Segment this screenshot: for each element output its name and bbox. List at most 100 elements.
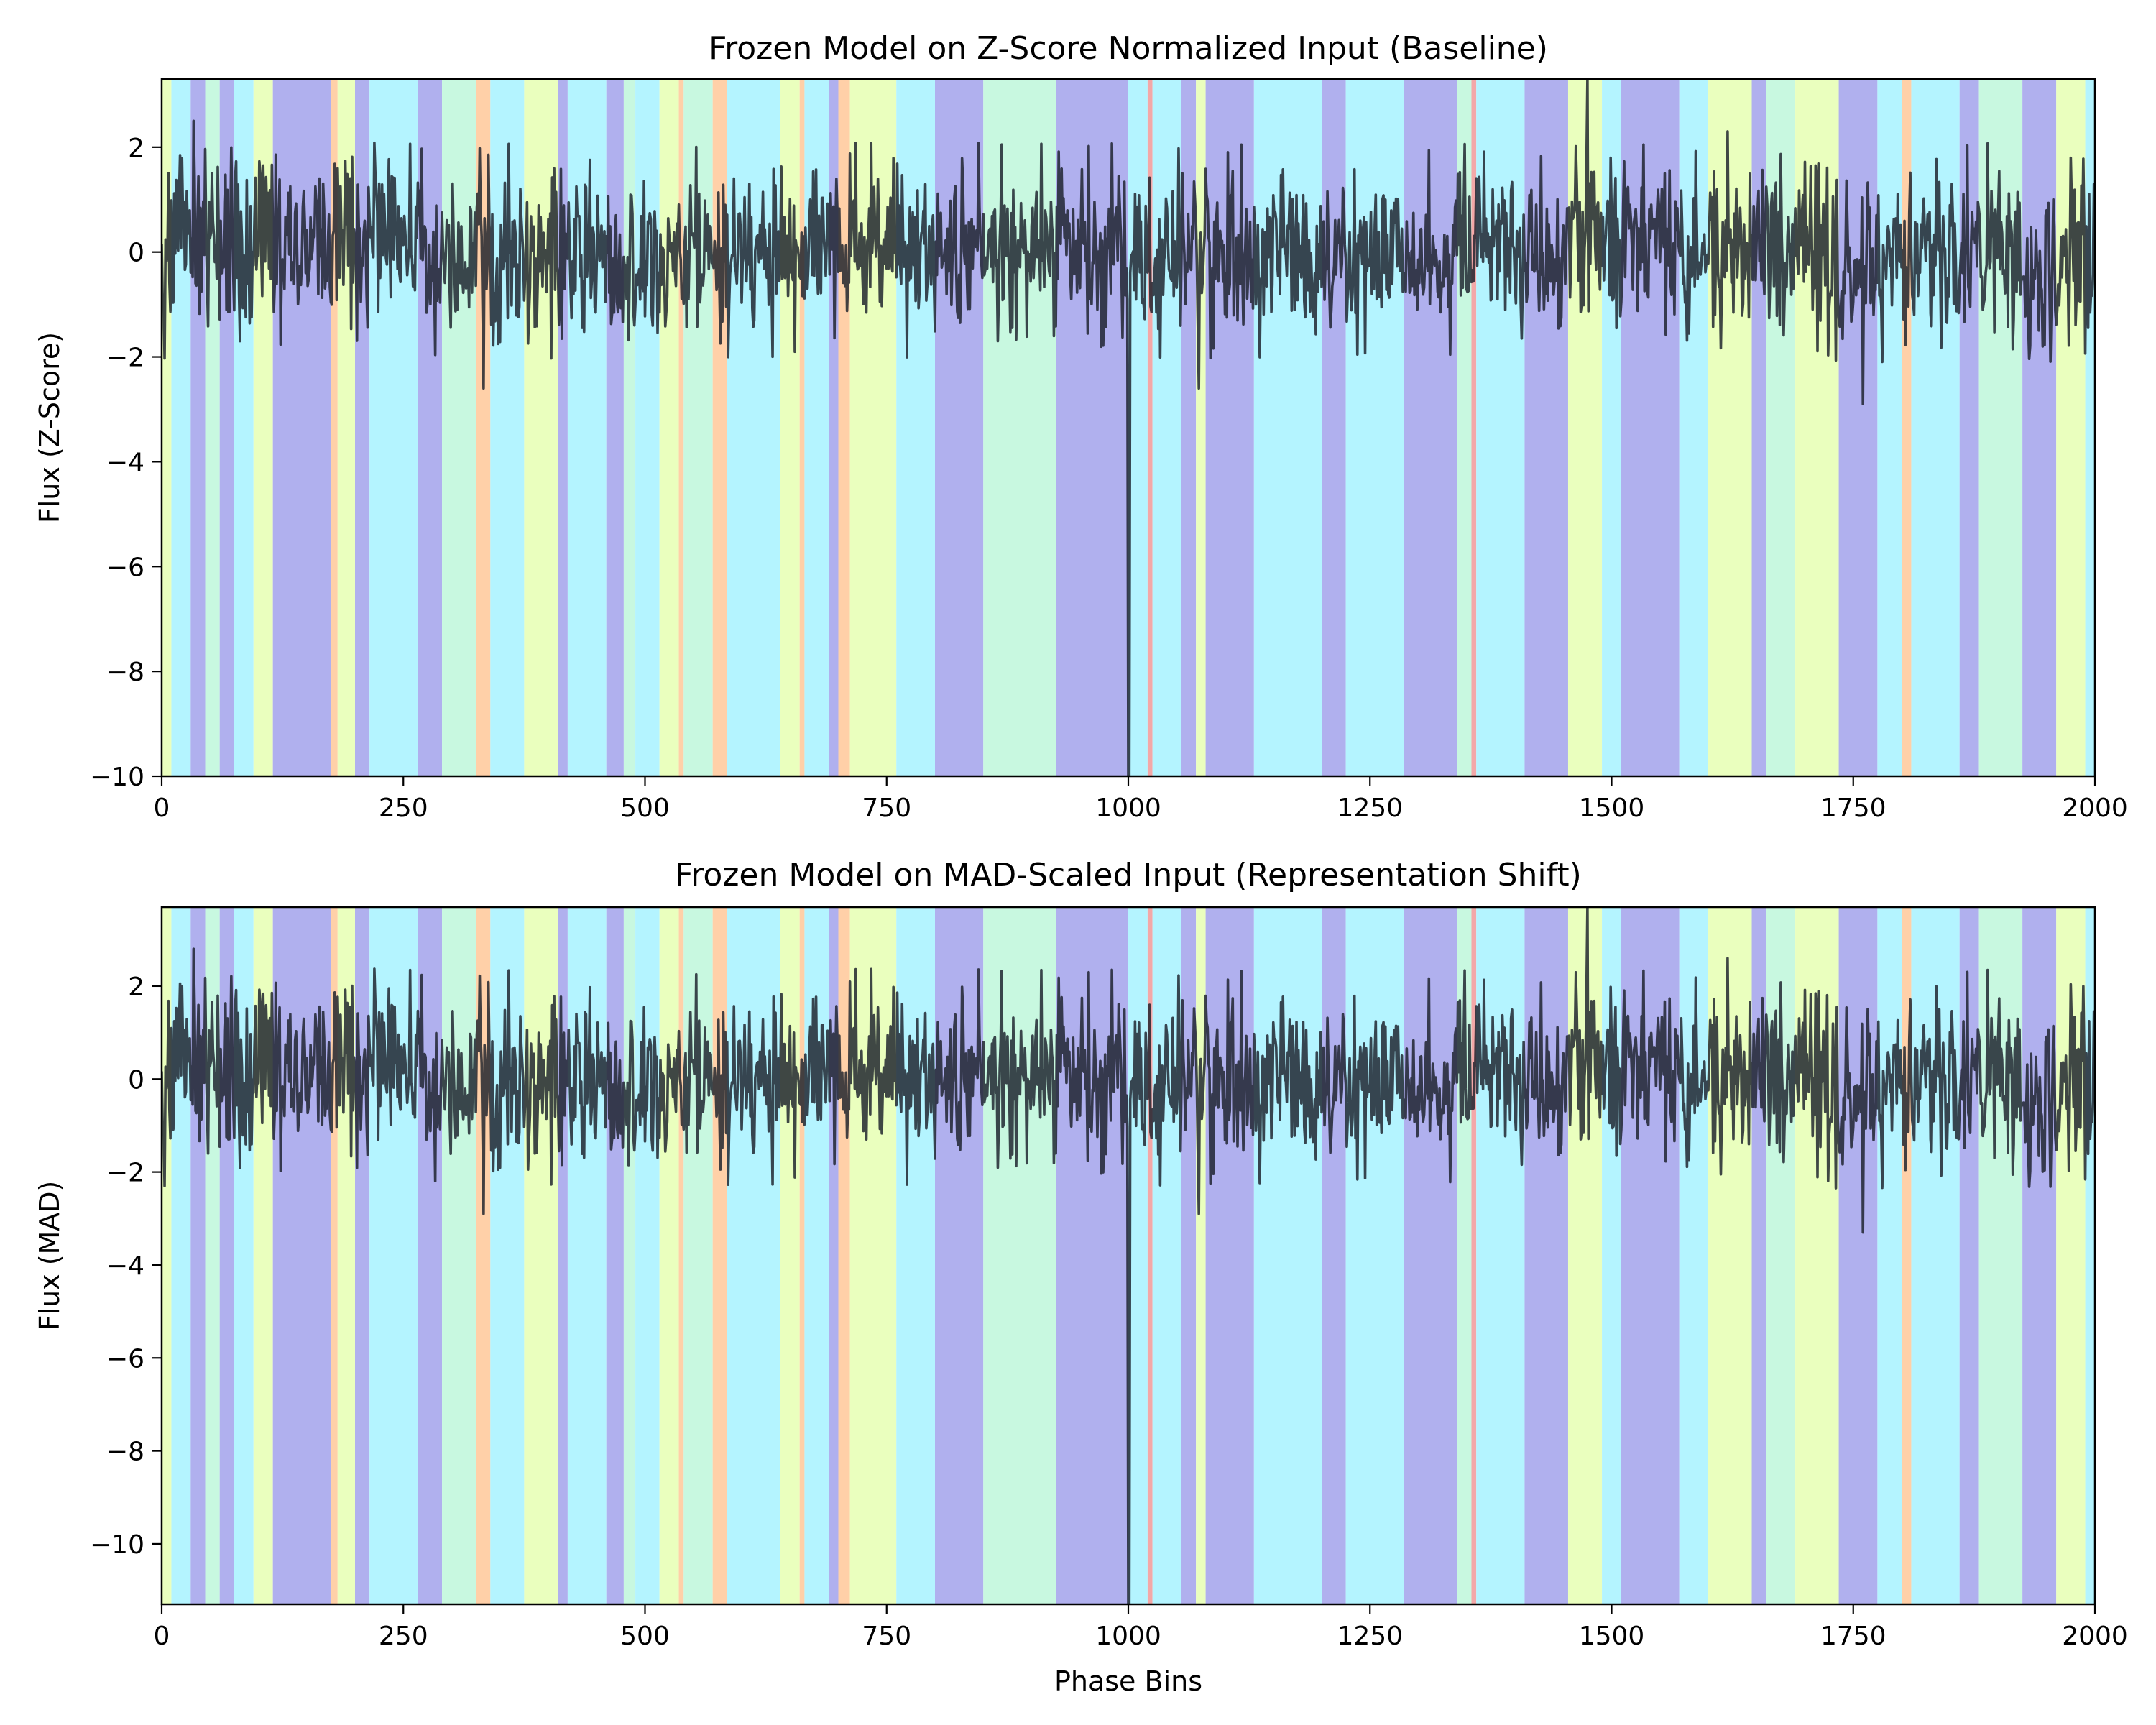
- background-band: [558, 907, 568, 1604]
- background-band: [635, 907, 660, 1604]
- background-band: [442, 907, 476, 1604]
- flux-series: [162, 907, 2095, 1604]
- background-band: [1147, 907, 1153, 1604]
- background-band: [355, 79, 370, 776]
- y-tick-label: 2: [128, 134, 144, 163]
- background-band: [1877, 907, 1902, 1604]
- y-tick-label: 0: [128, 239, 144, 268]
- y-tick-label: −8: [106, 1438, 144, 1467]
- background-band: [2022, 907, 2057, 1604]
- subplot-mad: Frozen Model on MAD-Scaled Input (Repres…: [34, 857, 2128, 1697]
- background-band: [838, 907, 850, 1604]
- x-tick-label: 0: [154, 1622, 170, 1651]
- x-tick-label: 500: [620, 1622, 670, 1651]
- background-band: [1056, 907, 1128, 1604]
- background-band: [1471, 79, 1477, 776]
- background-band: [727, 907, 780, 1604]
- y-tick-label: −10: [90, 763, 144, 792]
- background-band: [623, 907, 636, 1604]
- y-tick-label: −4: [106, 1251, 144, 1281]
- background-band: [1877, 79, 1902, 776]
- y-tick-label: −4: [106, 448, 144, 477]
- y-tick-label: −6: [106, 553, 144, 582]
- x-tick-label: 1500: [1579, 794, 1645, 823]
- background-band: [1751, 79, 1766, 776]
- background-band: [567, 79, 607, 776]
- background-band: [2022, 79, 2057, 776]
- background-band: [1152, 907, 1181, 1604]
- background-band: [780, 907, 800, 1604]
- background-band: [712, 907, 727, 1604]
- chart-title: Frozen Model on Z-Score Normalized Input…: [709, 30, 1548, 67]
- y-axis: 2 0 −2 −4 −6 −8 −10: [90, 972, 162, 1560]
- y-tick-label: −10: [90, 1530, 144, 1560]
- y-tick-label: 0: [128, 1065, 144, 1095]
- background-band: [838, 79, 850, 776]
- background-band: [1322, 79, 1346, 776]
- background-band: [1751, 907, 1766, 1604]
- background-band: [1147, 79, 1153, 776]
- flux-line: [162, 79, 2095, 776]
- x-tick-label: 750: [862, 1622, 911, 1651]
- background-band: [331, 79, 338, 776]
- background-band: [727, 79, 780, 776]
- background-band: [162, 907, 172, 1604]
- background-band: [780, 79, 800, 776]
- background-band: [1253, 79, 1322, 776]
- flux-line: [162, 907, 2095, 1604]
- x-axis-label: Phase Bins: [1054, 1665, 1202, 1697]
- x-tick-label: 1250: [1337, 1622, 1403, 1651]
- background-band: [659, 79, 679, 776]
- background-band: [799, 79, 805, 776]
- background-band: [1253, 907, 1322, 1604]
- background-bands: [162, 79, 2095, 776]
- x-tick-label: 250: [379, 794, 428, 823]
- background-band: [1978, 907, 2023, 1604]
- background-band: [567, 907, 607, 1604]
- background-band: [683, 907, 713, 1604]
- y-axis-label: Flux (Z-Score): [34, 332, 65, 523]
- background-band: [1471, 907, 1477, 1604]
- background-band: [1322, 907, 1346, 1604]
- x-tick-label: 1750: [1820, 1622, 1886, 1651]
- x-tick-label: 500: [620, 794, 670, 823]
- x-tick-label: 0: [154, 794, 170, 823]
- background-band: [678, 79, 684, 776]
- background-band: [355, 907, 370, 1604]
- background-band: [331, 907, 338, 1604]
- y-tick-label: −6: [106, 1344, 144, 1374]
- x-tick-label: 250: [379, 1622, 428, 1651]
- background-band: [1978, 79, 2023, 776]
- y-axis-label: Flux (MAD): [34, 1181, 65, 1331]
- background-band: [712, 79, 727, 776]
- background-band: [1205, 79, 1254, 776]
- background-band: [442, 79, 476, 776]
- background-band: [983, 907, 1056, 1604]
- background-band: [1959, 907, 1979, 1604]
- x-tick-label: 750: [862, 794, 911, 823]
- y-tick-label: −2: [106, 344, 144, 373]
- y-tick-label: −8: [106, 658, 144, 687]
- background-band: [1524, 907, 1568, 1604]
- background-band: [983, 79, 1056, 776]
- background-band: [1838, 907, 1878, 1604]
- flux-series: [162, 79, 2095, 776]
- background-band: [1959, 79, 1979, 776]
- background-band: [659, 907, 679, 1604]
- x-tick-label: 2000: [2062, 794, 2128, 823]
- background-band: [935, 79, 984, 776]
- x-tick-label: 1000: [1095, 794, 1161, 823]
- subplot-zscore: Frozen Model on Z-Score Normalized Input…: [34, 30, 2128, 823]
- background-band: [799, 907, 805, 1604]
- background-band: [678, 907, 684, 1604]
- background-band: [272, 79, 331, 776]
- background-band: [623, 79, 636, 776]
- background-band: [558, 79, 568, 776]
- x-tick-label: 2000: [2062, 1622, 2128, 1651]
- x-tick-label: 1250: [1337, 794, 1403, 823]
- background-band: [606, 79, 624, 776]
- x-tick-label: 1750: [1820, 794, 1886, 823]
- background-band: [606, 907, 624, 1604]
- x-tick-label: 1000: [1095, 1622, 1161, 1651]
